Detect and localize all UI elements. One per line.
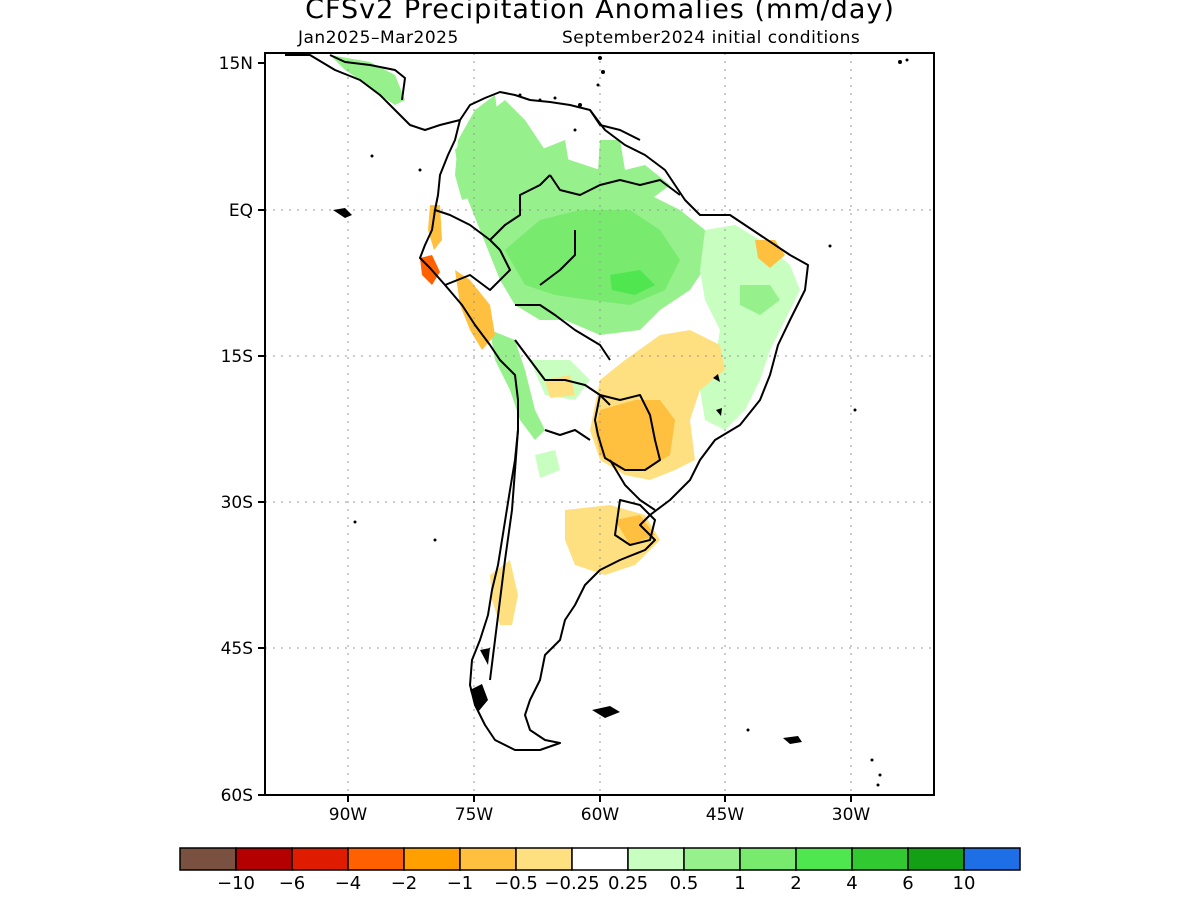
coastlines	[285, 54, 809, 751]
colorbar: −10 −6 −4 −2 −1 −0.5 −0.25 0.25 0.5 1 2 4 6 10	[179, 847, 1021, 894]
wet-region-east-brazil-2	[740, 285, 780, 315]
lat-label-30s: 30S	[221, 493, 253, 513]
colorbar-swatch	[683, 847, 741, 871]
dry-region-uruguay	[615, 515, 655, 545]
colorbar-swatch	[459, 847, 517, 871]
dry-region-patagonia	[490, 560, 518, 625]
colorbar-tick-label: −6	[279, 873, 306, 894]
wet-region-east-brazil	[700, 225, 800, 430]
longitude-labels: 90W 75W 60W 45W 30W	[329, 805, 871, 825]
lat-label-15n: 15N	[219, 54, 253, 74]
south-america-coastline	[419, 91, 809, 751]
lat-label-45s: 45S	[221, 639, 253, 659]
islands	[333, 56, 909, 787]
forecast-period: Jan2025–Mar2025	[298, 28, 459, 48]
wet-region-amazon-peak	[610, 270, 655, 295]
lon-label-60w: 60W	[581, 805, 620, 825]
dry-region-paraguay	[595, 400, 675, 470]
tick-marks	[258, 62, 852, 802]
wet-region-guianas	[598, 140, 670, 200]
colorbar-tick-label: −2	[391, 873, 418, 894]
colorbar-swatch	[347, 847, 405, 871]
lon-label-90w: 90W	[329, 805, 368, 825]
colorbar-tick-label: 6	[902, 873, 913, 894]
dry-region-peru	[455, 270, 495, 350]
colorbar-tick-label: 2	[790, 873, 801, 894]
wet-region-andes	[490, 330, 545, 440]
colorbar-swatch	[571, 847, 629, 871]
latitude-labels: 15N EQ 15S 30S 45S 60S	[219, 54, 253, 806]
colorbar-swatch	[515, 847, 573, 871]
colorbar-tick-label: 0.5	[670, 873, 699, 894]
lat-label-eq: EQ	[229, 201, 253, 221]
colorbar-swatch	[403, 847, 461, 871]
colorbar-swatch	[179, 847, 237, 871]
colorbar-swatch	[963, 847, 1021, 871]
colorbar-tick-label: −0.5	[494, 873, 538, 894]
colorbar-tick-label: −1	[447, 873, 474, 894]
dry-region-ecuador	[420, 255, 440, 285]
colorbar-tick-label: 1	[734, 873, 745, 894]
colorbar-tick-label: −4	[335, 873, 362, 894]
colorbar-swatch	[291, 847, 349, 871]
anomaly-shading	[330, 55, 800, 625]
colorbar-swatch	[739, 847, 797, 871]
lon-label-75w: 75W	[455, 805, 494, 825]
wet-region-central-america	[330, 55, 405, 105]
colorbar-tick-label: −0.25	[544, 873, 599, 894]
map-title: CFSv2 Precipitation Anomalies (mm/day)	[305, 0, 895, 25]
lon-label-45w: 45W	[706, 805, 745, 825]
colorbar-swatch	[795, 847, 853, 871]
colorbar-swatch	[907, 847, 965, 871]
lat-label-15s: 15S	[221, 347, 253, 367]
colorbar-swatch	[627, 847, 685, 871]
wet-region-colombia	[455, 95, 500, 200]
lat-label-60s: 60S	[221, 786, 253, 806]
wet-region-north-argentina	[535, 450, 560, 478]
colorbar-tick-label: 4	[846, 873, 857, 894]
colorbar-swatch	[235, 847, 293, 871]
colorbar-tick-label: 0.25	[608, 873, 648, 894]
colorbar-tick-label: 10	[953, 873, 976, 894]
initial-conditions: September2024 initial conditions	[562, 28, 861, 48]
lon-label-30w: 30W	[832, 805, 871, 825]
colorbar-swatch	[851, 847, 909, 871]
colorbar-tick-label: −10	[217, 873, 255, 894]
dry-region-ecuador-light	[428, 205, 442, 250]
